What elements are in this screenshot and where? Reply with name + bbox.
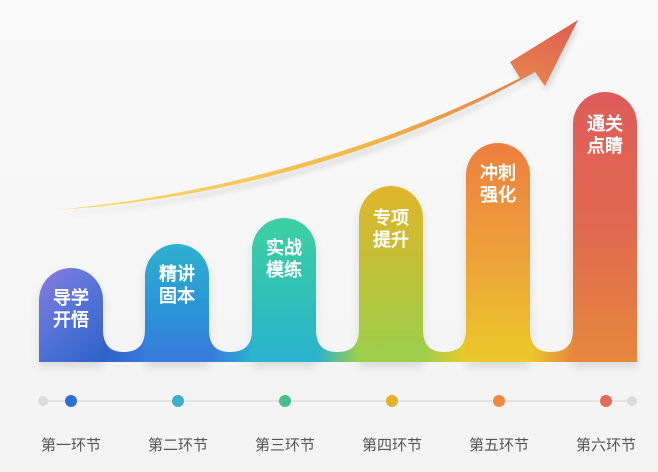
stage-title-line1: 专项	[373, 208, 409, 229]
stage-bar-5: 冲刺 强化	[466, 143, 530, 362]
stage-title-line2: 提升	[373, 230, 409, 251]
stage-label-2: 第二环节	[147, 436, 208, 454]
stage-title-line1: 导学	[53, 288, 89, 309]
stage-label-6: 第六环节	[575, 436, 636, 454]
stage-label-1: 第一环节	[40, 436, 101, 454]
stage-bar-4: 专项 提升	[359, 186, 423, 362]
timeline-dot-1	[65, 395, 77, 407]
stage-title-line2: 点睛	[587, 136, 623, 157]
timeline-dot-2	[172, 395, 184, 407]
stage-title-line2: 固本	[159, 286, 195, 307]
stage-title-line1: 精讲	[159, 264, 195, 285]
stage-title-line2: 模练	[266, 260, 302, 281]
stage-bar-6: 通关 点睛	[573, 92, 637, 362]
timeline-start-dot	[38, 396, 48, 406]
timeline-dot-4	[386, 395, 398, 407]
stage-label-4: 第四环节	[361, 436, 422, 454]
stage-title-line1: 通关	[587, 114, 623, 135]
stage-bar-1: 导学 开悟	[39, 268, 103, 362]
stage-bar-2: 精讲 固本	[145, 244, 209, 362]
stage-label-5: 第五环节	[468, 436, 529, 454]
stage-bar-3: 实战 模练	[252, 218, 316, 362]
stage-label-3: 第三环节	[254, 436, 315, 454]
timeline-dot-5	[493, 395, 505, 407]
stage-title-line2: 强化	[480, 185, 516, 206]
stage-title-line1: 实战	[266, 238, 302, 259]
stage-title-line2: 开悟	[53, 310, 89, 331]
timeline-dot-6	[600, 395, 612, 407]
timeline-end-dot	[627, 396, 637, 406]
timeline-line	[42, 400, 632, 402]
timeline-dot-3	[279, 395, 291, 407]
stage-title-line1: 冲刺	[480, 163, 516, 184]
